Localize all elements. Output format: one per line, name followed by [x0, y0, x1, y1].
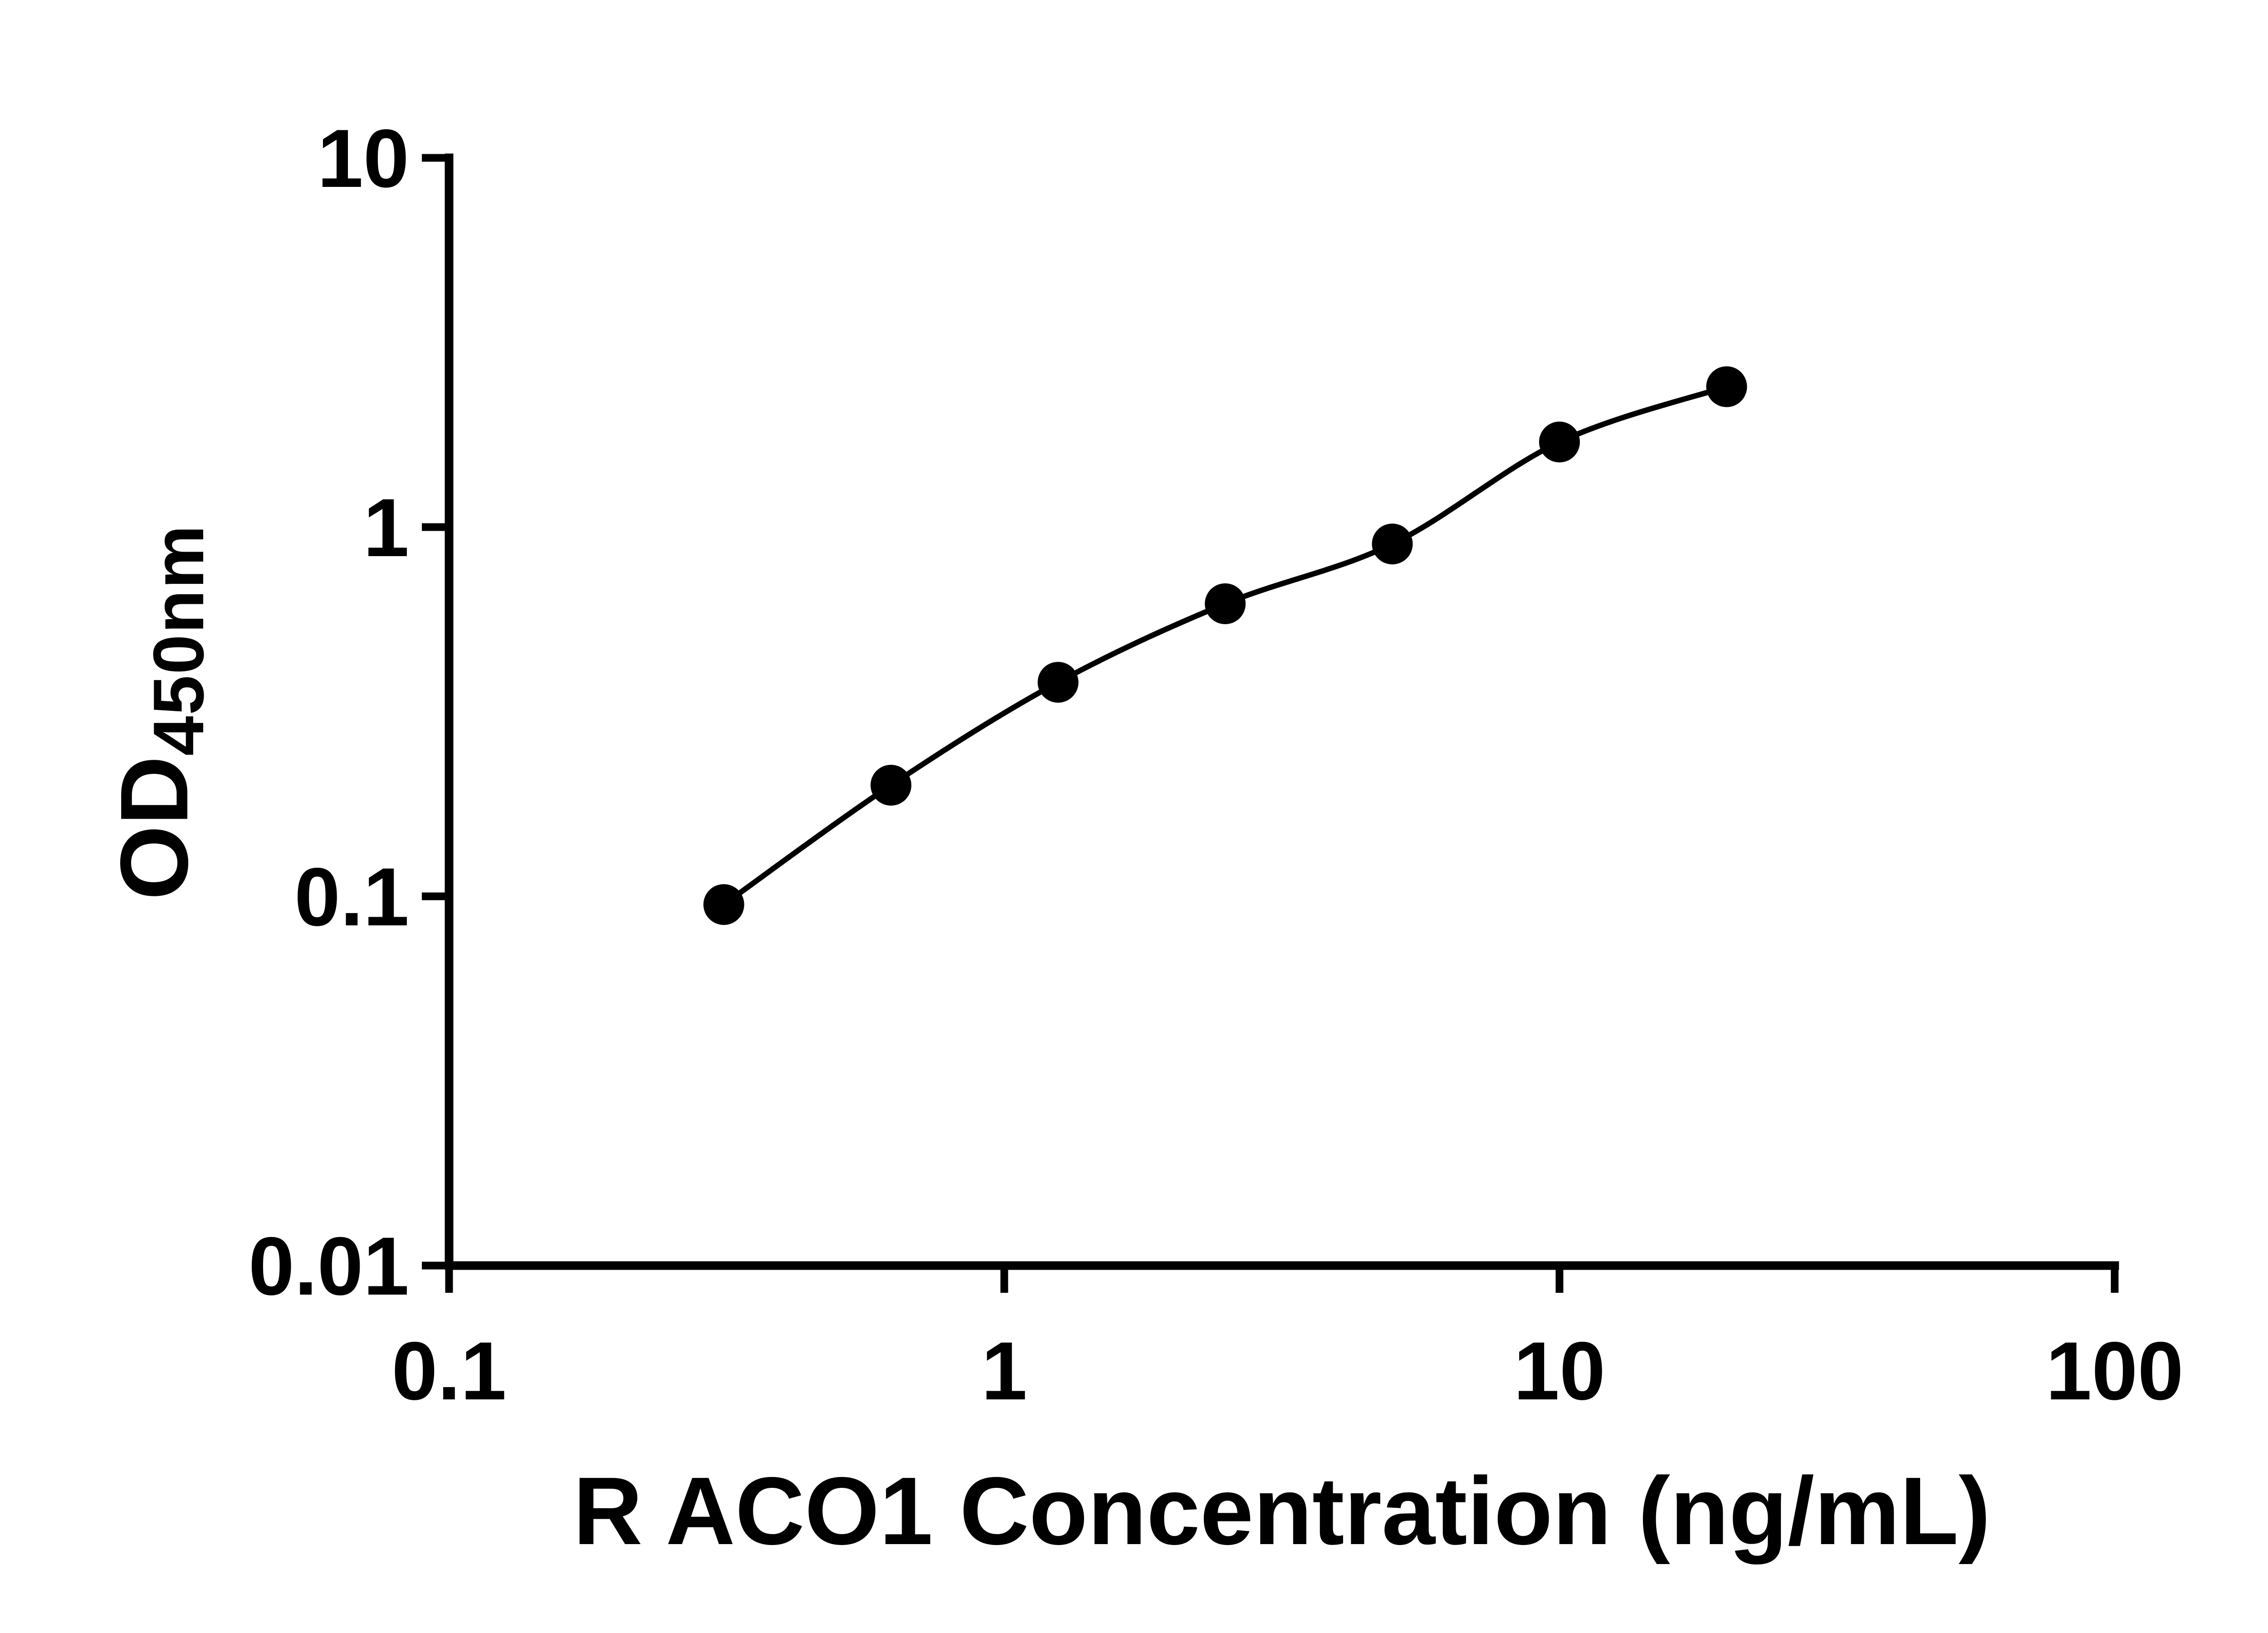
y-axis-title-subscript: 450nm: [138, 524, 219, 756]
x-axis-tick-label: 100: [2046, 1325, 2184, 1417]
y-axis-tick-label: 0.01: [249, 1220, 409, 1312]
standard-curve-line: [721, 384, 1730, 908]
y-axis-tick-label: 10: [318, 112, 409, 205]
x-axis-tick-label: 1: [981, 1325, 1027, 1417]
data-point-marker: [870, 765, 912, 806]
data-point-marker: [1706, 366, 1747, 407]
data-point-marker: [1539, 421, 1580, 463]
y-axis-tick-label: 0.1: [294, 851, 409, 943]
x-axis-tick-label: 0.1: [391, 1325, 506, 1417]
y-axis-title-main: OD: [100, 756, 208, 900]
x-axis-tick-label: 10: [1514, 1325, 1605, 1417]
data-point-marker: [1372, 523, 1413, 565]
data-point-marker: [1205, 583, 1246, 624]
x-axis-title: R ACO1 Concentration (ng/mL): [573, 1457, 1991, 1565]
y-axis-tick-label: 1: [363, 481, 409, 574]
y-axis-title: OD450nm: [100, 524, 219, 900]
data-point-marker: [703, 884, 744, 925]
data-point-marker: [1037, 662, 1079, 703]
